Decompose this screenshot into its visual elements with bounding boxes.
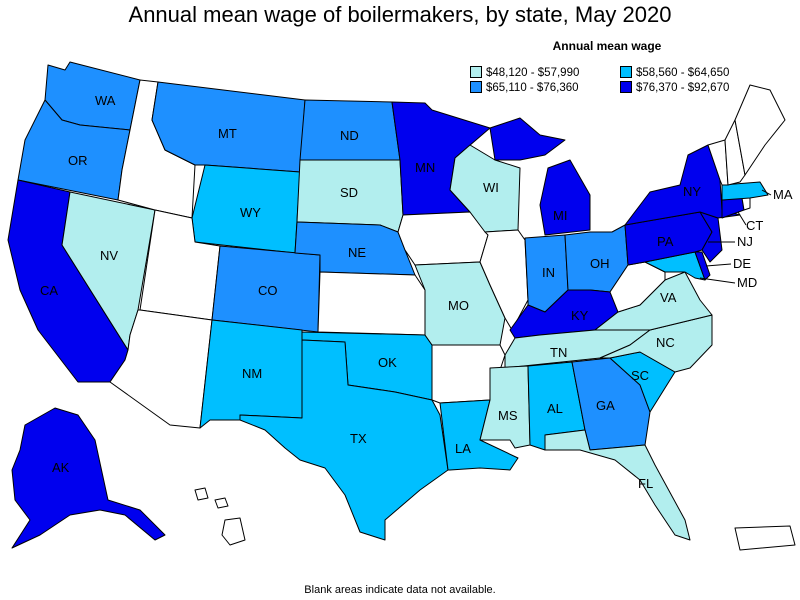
label-md: MD bbox=[737, 275, 757, 290]
footnote: Blank areas indicate data not available. bbox=[304, 584, 496, 596]
leader-de bbox=[705, 263, 732, 267]
label-ky: KY bbox=[571, 308, 589, 323]
state-nc[interactable] bbox=[599, 314, 713, 373]
label-sc: SC bbox=[631, 368, 649, 383]
label-nm: NM bbox=[242, 366, 262, 381]
state-wy[interactable] bbox=[191, 164, 301, 254]
label-fl: FL bbox=[638, 476, 653, 491]
label-ga: GA bbox=[596, 398, 615, 413]
state-me[interactable] bbox=[734, 84, 786, 176]
legend-label-1: $48,120 - $57,990 bbox=[486, 67, 580, 79]
legend-swatch-2 bbox=[620, 66, 632, 78]
label-ca: CA bbox=[40, 283, 58, 298]
legend-label-2: $58,560 - $64,650 bbox=[636, 67, 730, 79]
label-nd: ND bbox=[340, 128, 359, 143]
state-hi[interactable] bbox=[194, 487, 246, 546]
label-tx: TX bbox=[350, 431, 367, 446]
leader-md bbox=[699, 277, 736, 284]
label-or: OR bbox=[68, 153, 88, 168]
label-ma: MA bbox=[773, 187, 793, 202]
label-ok: OK bbox=[378, 355, 397, 370]
legend-swatch-3 bbox=[470, 81, 482, 93]
label-ms: MS bbox=[498, 408, 518, 423]
label-va: VA bbox=[660, 290, 677, 305]
label-nj: NJ bbox=[737, 234, 753, 249]
label-mt: MT bbox=[218, 126, 237, 141]
legend-item-2: $58,560 - $64,650 bbox=[620, 66, 729, 79]
territory-pr[interactable] bbox=[734, 525, 796, 551]
label-ct: CT bbox=[746, 218, 763, 233]
label-tn: TN bbox=[550, 345, 567, 360]
legend-label-3: $65,110 - $76,360 bbox=[486, 82, 579, 94]
state-mi-upper[interactable] bbox=[489, 117, 566, 161]
label-wy: WY bbox=[240, 205, 261, 220]
legend-title: Annual mean wage bbox=[552, 39, 662, 53]
label-mo: MO bbox=[448, 298, 469, 313]
state-vt[interactable] bbox=[707, 139, 729, 186]
label-ny: NY bbox=[683, 184, 701, 199]
label-ne: NE bbox=[348, 245, 366, 260]
label-la: LA bbox=[455, 441, 471, 456]
state-ia[interactable] bbox=[397, 211, 489, 266]
legend-item-4: $76,370 - $92,670 bbox=[620, 81, 729, 94]
leader-ct bbox=[737, 211, 747, 226]
state-mi[interactable] bbox=[539, 159, 591, 236]
label-wa: WA bbox=[95, 93, 116, 108]
state-ks[interactable] bbox=[317, 271, 426, 336]
label-de: DE bbox=[733, 256, 751, 271]
map-title: Annual mean wage of boilermakers, by sta… bbox=[128, 2, 672, 27]
state-ri[interactable] bbox=[741, 197, 751, 211]
label-co: CO bbox=[258, 283, 278, 298]
legend-swatch-1 bbox=[470, 66, 482, 78]
state-il[interactable] bbox=[479, 229, 529, 331]
label-ak: AK bbox=[52, 460, 70, 475]
leader-ma bbox=[761, 189, 772, 196]
state-fl[interactable] bbox=[544, 429, 691, 541]
label-sd: SD bbox=[340, 185, 358, 200]
legend-swatch-4 bbox=[620, 81, 632, 93]
label-wi: WI bbox=[483, 180, 499, 195]
legend-item-3: $65,110 - $76,360 bbox=[470, 81, 579, 94]
state-de[interactable] bbox=[694, 251, 711, 281]
label-nv: NV bbox=[100, 248, 118, 263]
state-nh[interactable] bbox=[724, 119, 746, 186]
state-ma[interactable] bbox=[721, 181, 769, 201]
label-mi: MI bbox=[553, 208, 567, 223]
label-al: AL bbox=[547, 401, 563, 416]
label-nc: NC bbox=[656, 335, 675, 350]
label-in: IN bbox=[542, 265, 555, 280]
legend-label-4: $76,370 - $92,670 bbox=[636, 82, 730, 94]
state-tx[interactable] bbox=[239, 339, 449, 541]
state-ak[interactable] bbox=[11, 407, 166, 549]
label-oh: OH bbox=[590, 256, 610, 271]
label-pa: PA bbox=[657, 234, 674, 249]
label-mn: MN bbox=[415, 160, 435, 175]
legend-item-1: $48,120 - $57,990 bbox=[470, 66, 579, 79]
